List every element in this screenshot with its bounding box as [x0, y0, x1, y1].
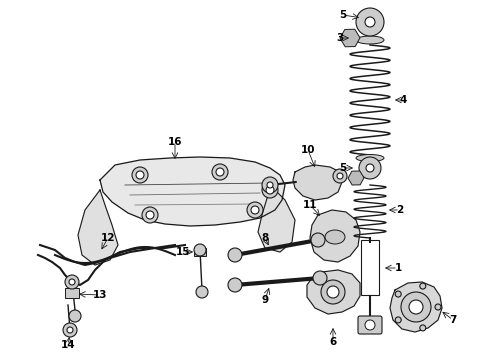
Circle shape: [321, 280, 345, 304]
Circle shape: [266, 186, 274, 194]
Polygon shape: [310, 210, 360, 262]
Circle shape: [69, 279, 75, 285]
Circle shape: [333, 169, 347, 183]
Circle shape: [366, 164, 374, 172]
Polygon shape: [390, 282, 442, 332]
Circle shape: [420, 283, 426, 289]
Polygon shape: [78, 190, 118, 265]
Circle shape: [65, 275, 79, 289]
Text: 5: 5: [340, 163, 346, 173]
Ellipse shape: [325, 230, 345, 244]
Circle shape: [311, 233, 325, 247]
Circle shape: [136, 171, 144, 179]
Circle shape: [142, 207, 158, 223]
Text: 14: 14: [61, 340, 75, 350]
Text: 11: 11: [303, 200, 317, 210]
Circle shape: [216, 168, 224, 176]
Text: 12: 12: [101, 233, 115, 243]
Circle shape: [313, 271, 327, 285]
Circle shape: [251, 206, 259, 214]
Circle shape: [359, 157, 381, 179]
Circle shape: [228, 278, 242, 292]
Circle shape: [212, 164, 228, 180]
Circle shape: [267, 182, 273, 188]
Polygon shape: [258, 185, 295, 252]
Text: 16: 16: [168, 137, 182, 147]
Circle shape: [337, 173, 343, 179]
Circle shape: [401, 292, 431, 322]
Text: 9: 9: [262, 295, 269, 305]
Circle shape: [228, 248, 242, 262]
Circle shape: [420, 325, 426, 331]
Circle shape: [247, 202, 263, 218]
Circle shape: [69, 310, 81, 322]
Circle shape: [196, 286, 208, 298]
Polygon shape: [307, 270, 360, 314]
Circle shape: [365, 17, 375, 27]
Text: 15: 15: [176, 247, 190, 257]
Text: 4: 4: [399, 95, 407, 105]
Ellipse shape: [356, 154, 384, 162]
Circle shape: [63, 323, 77, 337]
Text: 8: 8: [261, 233, 269, 243]
FancyBboxPatch shape: [358, 316, 382, 334]
Circle shape: [132, 167, 148, 183]
Bar: [361, 240, 379, 295]
Text: 13: 13: [93, 290, 107, 300]
Circle shape: [327, 286, 339, 298]
Circle shape: [395, 317, 401, 323]
Circle shape: [356, 8, 384, 36]
Circle shape: [146, 211, 154, 219]
Text: 6: 6: [329, 337, 337, 347]
Circle shape: [435, 304, 441, 310]
Polygon shape: [100, 157, 285, 226]
Text: 2: 2: [396, 205, 404, 215]
Circle shape: [262, 177, 278, 193]
Bar: [65, 288, 79, 298]
Circle shape: [409, 300, 423, 314]
Circle shape: [262, 182, 278, 198]
Bar: [194, 248, 206, 256]
Circle shape: [194, 244, 206, 256]
Polygon shape: [293, 165, 342, 200]
Ellipse shape: [356, 36, 384, 44]
Circle shape: [395, 291, 401, 297]
Circle shape: [365, 320, 375, 330]
Text: 1: 1: [394, 263, 402, 273]
Text: 5: 5: [340, 10, 346, 20]
Text: 3: 3: [336, 33, 343, 43]
Text: 7: 7: [449, 315, 457, 325]
Text: 10: 10: [301, 145, 315, 155]
Circle shape: [67, 327, 73, 333]
